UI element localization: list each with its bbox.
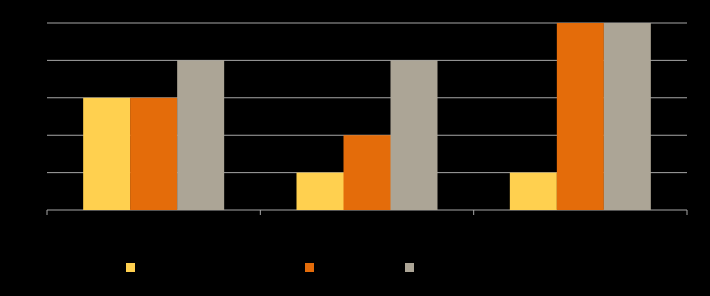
bar	[83, 97, 131, 210]
bar	[603, 23, 651, 210]
legend-swatch	[405, 263, 414, 272]
bar	[130, 97, 178, 210]
bar	[509, 172, 557, 210]
bar	[556, 23, 604, 210]
legend-swatch	[305, 263, 314, 272]
bar	[296, 172, 344, 210]
bar	[177, 60, 225, 211]
legend-swatch	[126, 263, 135, 272]
bar	[343, 135, 391, 210]
bar	[390, 60, 438, 211]
